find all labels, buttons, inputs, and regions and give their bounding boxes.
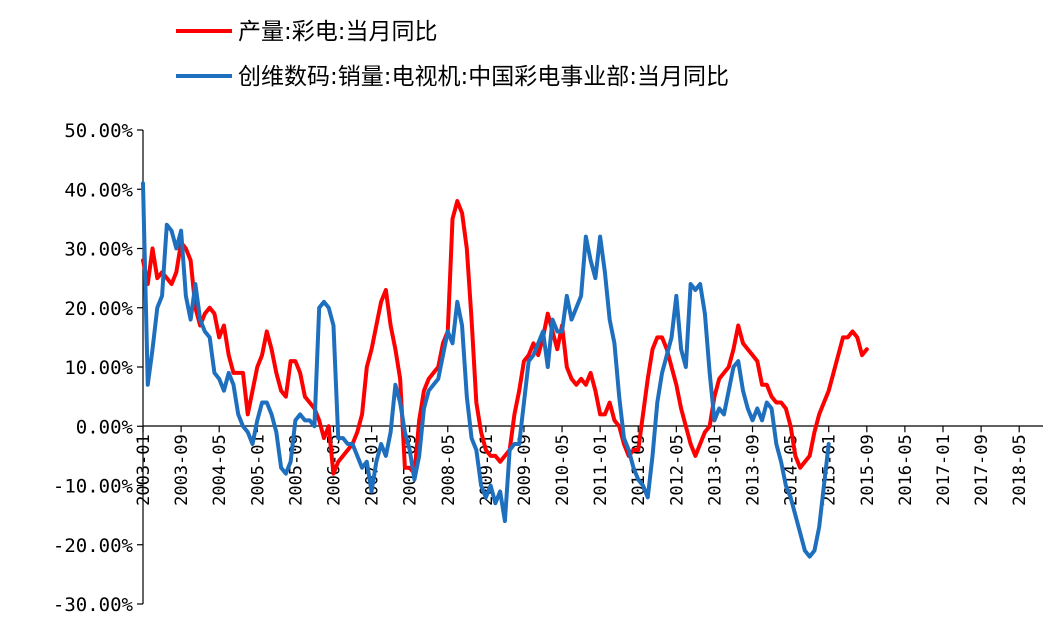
y-tick-label: 30.00%	[64, 239, 133, 261]
x-tick-label: 2013-09	[744, 434, 764, 506]
series-line-production	[141, 199, 869, 476]
x-tick-label: 2017-09	[972, 434, 992, 506]
y-tick-label: 0.00%	[76, 416, 134, 438]
legend-label-production: 产量:彩电:当月同比	[238, 19, 438, 45]
x-tick-label: 2011-01	[591, 434, 611, 506]
y-tick-label: -30.00%	[53, 594, 134, 616]
x-tick-label: 2013-01	[705, 434, 725, 506]
x-tick-label: 2004-05	[210, 434, 230, 506]
x-tick-label: 2017-01	[934, 434, 954, 506]
x-tick-label: 2005-01	[248, 434, 268, 506]
x-tick-label: 2003-09	[172, 434, 192, 506]
y-tick-label: -10.00%	[53, 476, 134, 498]
series-layer	[141, 181, 869, 559]
y-tick-label: 50.00%	[64, 120, 133, 142]
y-tick-label: 40.00%	[64, 179, 133, 201]
x-tick-label: 2015-09	[858, 434, 878, 506]
x-tick-label: 2018-05	[1010, 434, 1030, 506]
y-ticks: 50.00% 40.00% 30.00% 20.00% 10.00% 0.00% -10.0…	[53, 120, 143, 616]
y-tick-label: 10.00%	[64, 357, 133, 379]
y-tick-label: 20.00%	[64, 298, 133, 320]
x-tick-label: 2010-05	[553, 434, 573, 506]
legend-label-sales: 创维数码:销量:电视机:中国彩电事业部:当月同比	[238, 64, 729, 90]
x-tick-label: 2008-05	[439, 434, 459, 506]
x-ticks: 2003-01 2003-09 2004-05 2005-01 2005-09 2006-…	[134, 426, 1030, 506]
legend: 产量:彩电:当月同比 创维数码:销量:电视机:中国彩电事业部:当月同比	[176, 19, 729, 90]
x-tick-label: 2003-01	[134, 434, 154, 506]
axes	[142, 130, 1043, 604]
x-tick-label: 2009-09	[515, 434, 535, 506]
x-tick-label: 2012-05	[667, 434, 687, 506]
x-tick-label: 2016-05	[896, 434, 916, 506]
series-line-sales	[141, 181, 831, 559]
y-tick-label: -20.00%	[53, 535, 134, 557]
